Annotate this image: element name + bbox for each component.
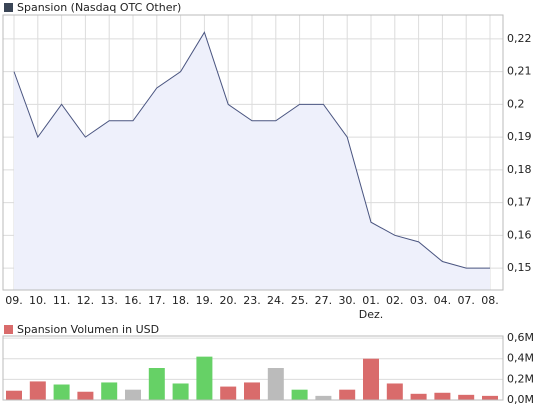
y-tick-label: 0,17 xyxy=(507,196,532,209)
x-tick-label: 07. xyxy=(457,294,475,307)
bar xyxy=(458,394,475,400)
x-tick-label: 27. xyxy=(315,294,333,307)
x-tick-label: 02. xyxy=(386,294,404,307)
area xyxy=(14,32,490,290)
y-tick-label: 0,19 xyxy=(507,130,532,143)
bar xyxy=(220,386,237,400)
x-tick-label: 04. xyxy=(434,294,452,307)
bar xyxy=(410,393,427,400)
y-tick-label: 0,2 xyxy=(507,97,525,110)
bar xyxy=(267,368,284,400)
bar xyxy=(386,383,403,400)
plot-frame xyxy=(2,14,504,291)
x-tick-label: 13. xyxy=(100,294,118,307)
x-tick-label: 25. xyxy=(291,294,309,307)
bar xyxy=(339,389,356,400)
x-tick-label: 12. xyxy=(77,294,95,307)
x-tick-label: 08. xyxy=(481,294,499,307)
x-tick-label: 17. xyxy=(148,294,166,307)
bar xyxy=(315,395,332,400)
x-tick-label: 11. xyxy=(53,294,71,307)
y-tick-label: 0,15 xyxy=(507,261,532,274)
x-tick-label: 20. xyxy=(219,294,237,307)
y-tick-label: 0,4M xyxy=(507,352,534,365)
y-tick-label: 0,6M xyxy=(507,331,534,344)
x-tick-label: 01. xyxy=(362,294,380,307)
x-tick-label: 03. xyxy=(410,294,428,307)
legend-swatch xyxy=(4,325,13,334)
bar xyxy=(434,392,451,400)
y-tick-label: 0,16 xyxy=(507,228,532,241)
legend-label: Spansion (Nasdaq OTC Other) xyxy=(17,1,181,14)
annotation: Dez. xyxy=(359,308,384,321)
x-tick-label: 24. xyxy=(267,294,285,307)
bar xyxy=(77,391,94,400)
bar xyxy=(244,382,260,400)
y-tick-label: 0,22 xyxy=(507,32,532,45)
bar xyxy=(125,389,141,400)
legend-label: Spansion Volumen in USD xyxy=(17,323,159,336)
x-tick-label: 10. xyxy=(29,294,47,307)
x-tick-label: 23. xyxy=(243,294,261,307)
bar xyxy=(291,389,308,400)
bar xyxy=(148,368,165,400)
bar xyxy=(482,395,498,400)
x-tick-label: 16. xyxy=(124,294,142,307)
x-tick-label: 19. xyxy=(196,294,214,307)
x-tick-label: 18. xyxy=(172,294,190,307)
bar xyxy=(6,390,22,400)
bar xyxy=(172,383,189,400)
y-tick-label: 0,2M xyxy=(507,372,534,385)
bar xyxy=(363,358,379,400)
legend-swatch xyxy=(4,3,13,12)
bar xyxy=(101,382,118,400)
y-tick-label: 0,18 xyxy=(507,163,532,176)
line xyxy=(13,31,490,269)
y-tick-label: 0,0M xyxy=(507,393,534,406)
x-tick-label: 30. xyxy=(338,294,356,307)
bar xyxy=(53,384,70,400)
y-tick-label: 0,21 xyxy=(507,65,532,78)
bar xyxy=(29,381,46,400)
bar xyxy=(196,356,213,400)
plot-frame xyxy=(2,335,504,401)
x-tick-label: 09. xyxy=(5,294,23,307)
